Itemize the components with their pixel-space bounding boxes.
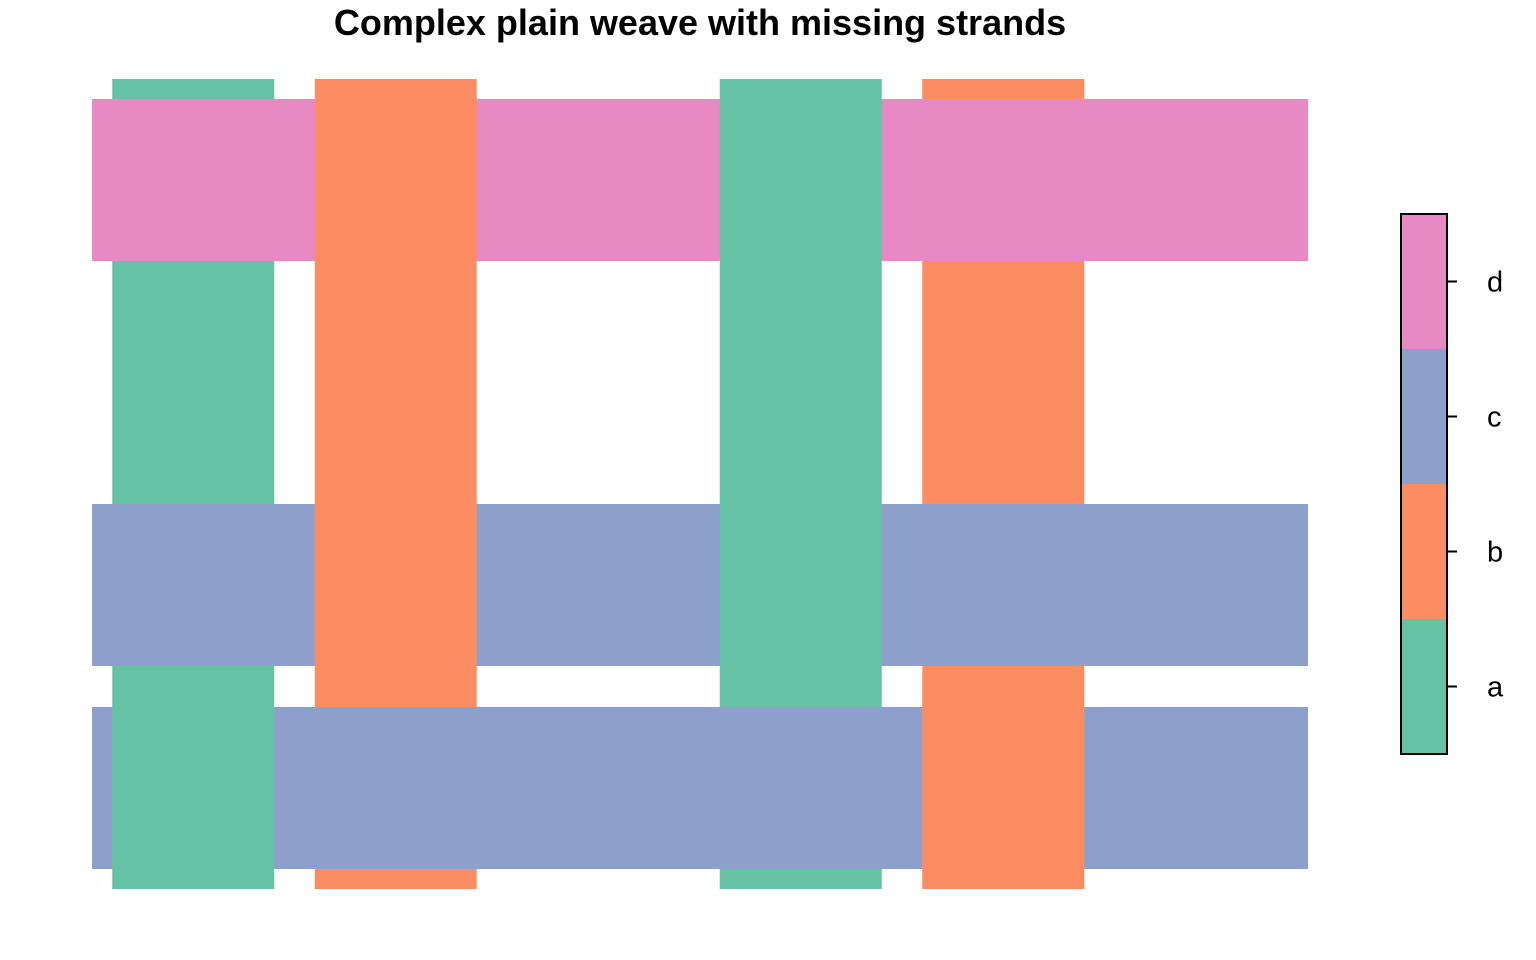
weave-plot-area bbox=[92, 79, 1308, 889]
legend-swatch-b bbox=[1401, 484, 1447, 619]
weft-strand-4 bbox=[92, 99, 1308, 261]
legend-label-a: a bbox=[1487, 672, 1504, 704]
legend-swatch-d bbox=[1401, 214, 1447, 349]
legend-label-d: d bbox=[1487, 267, 1503, 299]
weft-strand-2 bbox=[92, 504, 1308, 666]
warp-over-crossing-5-1 bbox=[922, 707, 1085, 869]
warp-over-crossing-4-2 bbox=[719, 504, 882, 666]
legend-label-c: c bbox=[1487, 402, 1502, 434]
color-legend: a b c d bbox=[1400, 213, 1504, 755]
legend-swatch-a bbox=[1401, 619, 1447, 754]
warp-over-crossing-1-1 bbox=[112, 707, 275, 869]
chart-title: Complex plain weave with missing strands bbox=[333, 2, 1067, 43]
weft-strand-1 bbox=[92, 707, 1308, 869]
legend-swatch-c bbox=[1401, 349, 1447, 484]
warp-over-crossing-2-4 bbox=[314, 99, 477, 261]
legend-label-b: b bbox=[1487, 537, 1503, 569]
legend-border bbox=[1400, 213, 1448, 755]
warp-over-crossing-2-2 bbox=[314, 504, 477, 666]
warp-over-crossing-4-4 bbox=[719, 99, 882, 261]
